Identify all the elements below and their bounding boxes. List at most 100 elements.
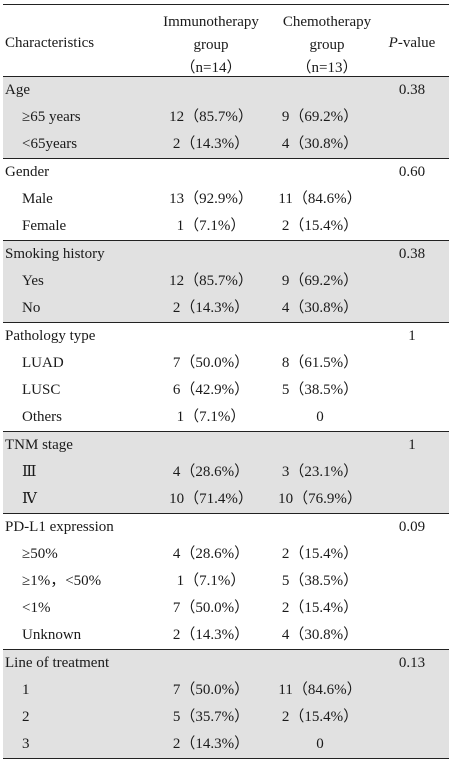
row-label: Male	[22, 191, 53, 207]
row-chemotherapy-value: 2（15.4%）	[281, 546, 359, 562]
row-label: Unknown	[22, 627, 82, 643]
row-label: ≥50%	[22, 546, 58, 562]
group-p-value: 1	[408, 328, 416, 344]
table-group: Pathology type 1 LUAD 7（50.0%） 8（61.5%） LUSC 6…	[3, 322, 449, 431]
row-immunotherapy-value: 2（14.3%）	[172, 736, 250, 752]
row-label: ≥1%，<50%	[22, 573, 102, 589]
row-immunotherapy-value: 5（35.7%）	[172, 709, 250, 725]
table-row: ≥65 years 12（85.7%） 9（69.2%）	[3, 104, 449, 131]
header-chemotherapy-group: Chemotherapy group （n=13）	[265, 11, 389, 80]
header-immuno-line2: group	[193, 37, 229, 53]
row-label: No	[22, 300, 41, 316]
group-header-row: TNM stage 1	[3, 432, 449, 459]
row-immunotherapy-value: 12（85.7%）	[169, 273, 253, 289]
header-chemo-line3: （n=13）	[296, 60, 358, 76]
table-row: No 2（14.3%） 4（30.8%）	[3, 295, 449, 322]
row-chemotherapy-value: 9（69.2%）	[281, 109, 359, 125]
row-chemotherapy-value: 5（38.5%）	[281, 573, 359, 589]
row-immunotherapy-value: 12（85.7%）	[169, 109, 253, 125]
group-label: Smoking history	[5, 246, 105, 262]
row-label: 2	[22, 709, 30, 725]
row-chemotherapy-value: 4（30.8%）	[281, 627, 359, 643]
table-row: Unknown 2（14.3%） 4（30.8%）	[3, 622, 449, 649]
table-bottom-rule	[3, 758, 449, 759]
group-label: Gender	[5, 164, 50, 180]
row-label: LUSC	[22, 382, 61, 398]
row-immunotherapy-value: 2（14.3%）	[172, 136, 250, 152]
group-p-value: 0.13	[398, 655, 426, 671]
table-row: Ⅲ 4（28.6%） 3（23.1%）	[3, 459, 449, 486]
row-label: Ⅳ	[22, 491, 37, 507]
group-header-row: Gender 0.60	[3, 159, 449, 186]
table-group: TNM stage 1 Ⅲ 4（28.6%） 3（23.1%） Ⅳ 10（71.4%） 10（…	[3, 431, 449, 513]
row-immunotherapy-value: 7（50.0%）	[172, 355, 250, 371]
table-row: 2 5（35.7%） 2（15.4%）	[3, 704, 449, 731]
row-immunotherapy-value: 2（14.3%）	[172, 627, 250, 643]
table-row: Ⅳ 10（71.4%） 10（76.9%）	[3, 486, 449, 513]
row-chemotherapy-value: 2（15.4%）	[281, 218, 359, 234]
table-row: 3 2（14.3%） 0	[3, 731, 449, 758]
table-row: ≥1%，<50% 1（7.1%） 5（38.5%）	[3, 568, 449, 595]
header-immuno-line1: Immunotherapy	[163, 14, 259, 30]
group-p-value: 1	[408, 437, 416, 453]
row-immunotherapy-value: 13（92.9%）	[169, 191, 253, 207]
table-header: Characteristics Immunotherapy group （n=1…	[3, 5, 449, 77]
table-row: ≥50% 4（28.6%） 2（15.4%）	[3, 541, 449, 568]
header-characteristics: Characteristics	[5, 35, 95, 51]
header-p-value: P-value	[375, 35, 449, 52]
table-group: Smoking history 0.38 Yes 12（85.7%） 9（69.2%） N…	[3, 240, 449, 322]
table-row: Female 1（7.1%） 2（15.4%）	[3, 213, 449, 240]
row-chemotherapy-value: 9（69.2%）	[281, 273, 359, 289]
group-header-row: PD-L1 expression 0.09	[3, 514, 449, 541]
group-p-value: 0.38	[398, 246, 426, 262]
table-group: PD-L1 expression 0.09 ≥50% 4（28.6%） 2（15.4%）…	[3, 513, 449, 649]
table-group: Gender 0.60 Male 13（92.9%） 11（84.6%） Female 1（…	[3, 158, 449, 240]
row-label: ≥65 years	[22, 109, 81, 125]
row-chemotherapy-value: 8（61.5%）	[281, 355, 359, 371]
group-header-row: Line of treatment 0.13	[3, 650, 449, 677]
row-chemotherapy-value: 10（76.9%）	[278, 491, 362, 507]
group-label: Line of treatment	[5, 655, 110, 671]
row-chemotherapy-value: 2（15.4%）	[281, 709, 359, 725]
row-label: Ⅲ	[22, 464, 37, 480]
row-chemotherapy-value: 3（23.1%）	[281, 464, 359, 480]
row-immunotherapy-value: 4（28.6%）	[172, 464, 250, 480]
header-chemo-line2: group	[309, 37, 345, 53]
group-label: TNM stage	[5, 437, 73, 453]
group-label: Pathology type	[5, 328, 96, 344]
table-group: Line of treatment 0.13 1 7（50.0%） 11（84.6%） 2…	[3, 649, 449, 758]
group-p-value: 0.09	[398, 519, 426, 535]
row-label: Female	[22, 218, 67, 234]
table-row: Others 1（7.1%） 0	[3, 404, 449, 431]
row-immunotherapy-value: 7（50.0%）	[172, 682, 250, 698]
header-p-italic: P	[388, 35, 398, 51]
table-row: Yes 12（85.7%） 9（69.2%）	[3, 268, 449, 295]
row-chemotherapy-value: 5（38.5%）	[281, 382, 359, 398]
group-header-row: Age 0.38	[3, 77, 449, 104]
row-immunotherapy-value: 7（50.0%）	[172, 600, 250, 616]
row-chemotherapy-value: 2（15.4%）	[281, 600, 359, 616]
table-row: Male 13（92.9%） 11（84.6%）	[3, 186, 449, 213]
header-immunotherapy-group: Immunotherapy group （n=14）	[149, 11, 273, 80]
row-immunotherapy-value: 1（7.1%）	[176, 573, 246, 589]
group-p-value: 0.38	[398, 82, 426, 98]
row-chemotherapy-value: 4（30.8%）	[281, 136, 359, 152]
row-label: Yes	[22, 273, 44, 289]
row-chemotherapy-value: 4（30.8%）	[281, 300, 359, 316]
group-p-value: 0.60	[398, 164, 426, 180]
row-immunotherapy-value: 1（7.1%）	[176, 218, 246, 234]
group-header-row: Smoking history 0.38	[3, 241, 449, 268]
row-label: LUAD	[22, 355, 64, 371]
table-row: 1 7（50.0%） 11（84.6%）	[3, 677, 449, 704]
table-row: LUSC 6（42.9%） 5（38.5%）	[3, 377, 449, 404]
row-chemotherapy-value: 0	[316, 736, 324, 752]
row-immunotherapy-value: 2（14.3%）	[172, 300, 250, 316]
row-label: 1	[22, 682, 30, 698]
header-p-rest: -value	[397, 35, 436, 51]
row-label: <65years	[22, 136, 78, 152]
row-label: Others	[22, 409, 62, 425]
row-immunotherapy-value: 10（71.4%）	[169, 491, 253, 507]
row-immunotherapy-value: 6（42.9%）	[172, 382, 250, 398]
row-immunotherapy-value: 4（28.6%）	[172, 546, 250, 562]
row-chemotherapy-value: 11（84.6%）	[278, 682, 362, 698]
